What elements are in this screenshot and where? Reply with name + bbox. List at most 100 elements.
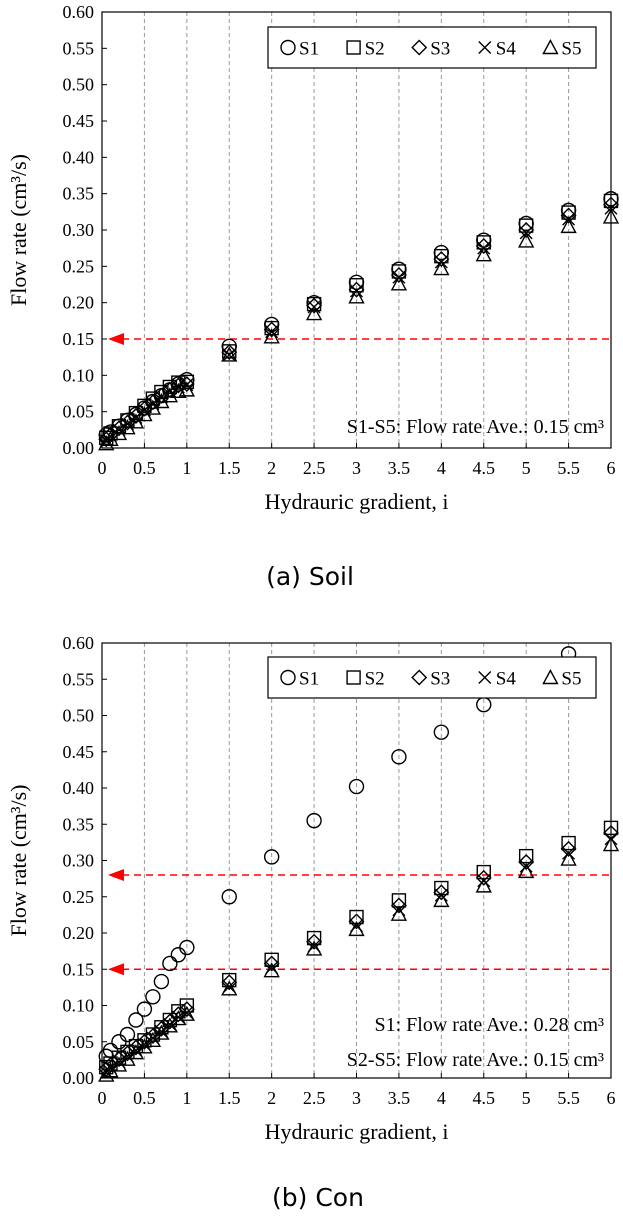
data-point (98, 1066, 115, 1082)
legend-marker-icon (280, 669, 296, 686)
data-point (305, 940, 323, 956)
data-point (119, 1026, 136, 1043)
y-tick-label: 0.05 (63, 402, 95, 422)
legend-label: S3 (430, 669, 450, 690)
legend-marker-icon (478, 671, 492, 684)
data-point (602, 836, 620, 852)
data-point (433, 260, 450, 276)
y-axis-label: Flow rate (cm³/s) (6, 784, 31, 936)
series-s3 (98, 196, 619, 448)
x-tick-label: 2 (267, 458, 276, 478)
x-tick-label: 2 (267, 1088, 276, 1108)
y-tick-label: 0.15 (63, 329, 95, 349)
legend-marker-icon (411, 39, 428, 56)
data-point (390, 275, 408, 291)
x-tick-label: 6 (607, 1088, 616, 1108)
arrow-head-icon (108, 963, 124, 976)
data-point (221, 980, 238, 996)
data-point (127, 413, 145, 429)
data-point (179, 939, 195, 956)
data-point (162, 955, 178, 972)
data-point (145, 989, 161, 1005)
data-point (221, 889, 237, 905)
data-point (264, 952, 279, 968)
legend-label: S4 (496, 669, 517, 690)
chart-panel-a: 0.00 0.05 0.10 0.15 0.20 0.25 0.30 0.35 0.40 0.45… (6, 2, 620, 591)
data-point (179, 374, 195, 390)
x-tick-label: 2.5 (303, 458, 326, 478)
data-point (110, 1056, 128, 1072)
data-point (263, 328, 280, 344)
y-tick-label: 0.45 (63, 742, 95, 762)
data-point (221, 974, 238, 991)
data-point (161, 1017, 179, 1033)
data-point (263, 962, 280, 978)
series-s1 (98, 191, 619, 443)
chart-panel-b: 0.00 0.05 0.10 0.15 0.20 0.25 0.30 0.35 0.40 0.45… (6, 633, 620, 1212)
data-point (477, 874, 491, 888)
data-point (434, 888, 448, 902)
legend-marker-icon (280, 39, 296, 56)
series-s1 (98, 646, 577, 1064)
x-tick-label: 1 (182, 458, 191, 478)
y-tick-label: 0.50 (63, 706, 95, 726)
data-point (348, 920, 365, 937)
x-tick-label: 3 (352, 458, 361, 478)
data-point (603, 196, 619, 213)
y-tick-label: 0.40 (63, 147, 95, 167)
legend-box (267, 26, 597, 69)
y-tick-label: 0.05 (63, 1032, 95, 1052)
legend-label: S2 (365, 39, 385, 60)
data-point (561, 835, 576, 851)
data-point (98, 435, 115, 451)
data-point (517, 232, 535, 248)
y-tick-label: 0.60 (63, 633, 95, 653)
legend-label: S1 (299, 669, 319, 690)
x-tick-label: 0 (98, 1088, 107, 1108)
y-tick-label: 0.30 (63, 851, 95, 871)
data-point (475, 877, 492, 893)
average-annotation: S1: Flow rate Ave.: 0.28 cm³ (375, 1014, 605, 1036)
series-s5 (98, 208, 620, 451)
series-s2 (99, 193, 619, 446)
x-tick-label: 2.5 (303, 1088, 326, 1108)
y-tick-label: 0.50 (63, 75, 95, 95)
x-tick-label: 5 (522, 458, 531, 478)
data-point (475, 246, 492, 262)
data-point (305, 305, 323, 321)
data-point (517, 862, 535, 879)
x-tick-label: 0.5 (133, 1088, 156, 1108)
data-point (170, 947, 187, 963)
data-point (348, 913, 365, 930)
data-point (602, 208, 620, 224)
data-point (348, 778, 365, 795)
data-point (221, 346, 238, 362)
data-point (433, 891, 450, 908)
y-tick-label: 0.10 (63, 365, 95, 385)
y-tick-label: 0.30 (63, 220, 95, 240)
data-point (519, 859, 533, 873)
x-tick-label: 4.5 (473, 458, 496, 478)
panel-caption: (a) Soil (266, 562, 354, 591)
legend: S1 S2 S3 S4 S5 (267, 656, 597, 699)
y-tick-label: 0.45 (63, 111, 95, 131)
data-point (433, 724, 450, 740)
data-point (604, 201, 618, 215)
legend-label: S5 (561, 39, 581, 60)
data-point (560, 840, 577, 857)
data-point (560, 207, 577, 224)
y-tick-label: 0.35 (63, 814, 95, 834)
y-tick-label: 0.00 (63, 438, 95, 458)
data-point (518, 853, 535, 870)
data-point (170, 1010, 187, 1026)
legend-label: S2 (365, 669, 385, 690)
y-tick-label: 0.55 (63, 38, 95, 58)
data-point (560, 217, 577, 234)
average-annotation: S2-S5: Flow rate Ave.: 0.15 cm³ (347, 1049, 604, 1071)
average-annotation: S1-S5: Flow rate Ave.: 0.15 cm³ (347, 416, 604, 438)
x-tick-label: 4 (437, 1088, 446, 1108)
data-point (178, 376, 195, 393)
data-point (348, 288, 365, 304)
data-point (178, 1001, 195, 1018)
data-point (136, 1001, 153, 1017)
